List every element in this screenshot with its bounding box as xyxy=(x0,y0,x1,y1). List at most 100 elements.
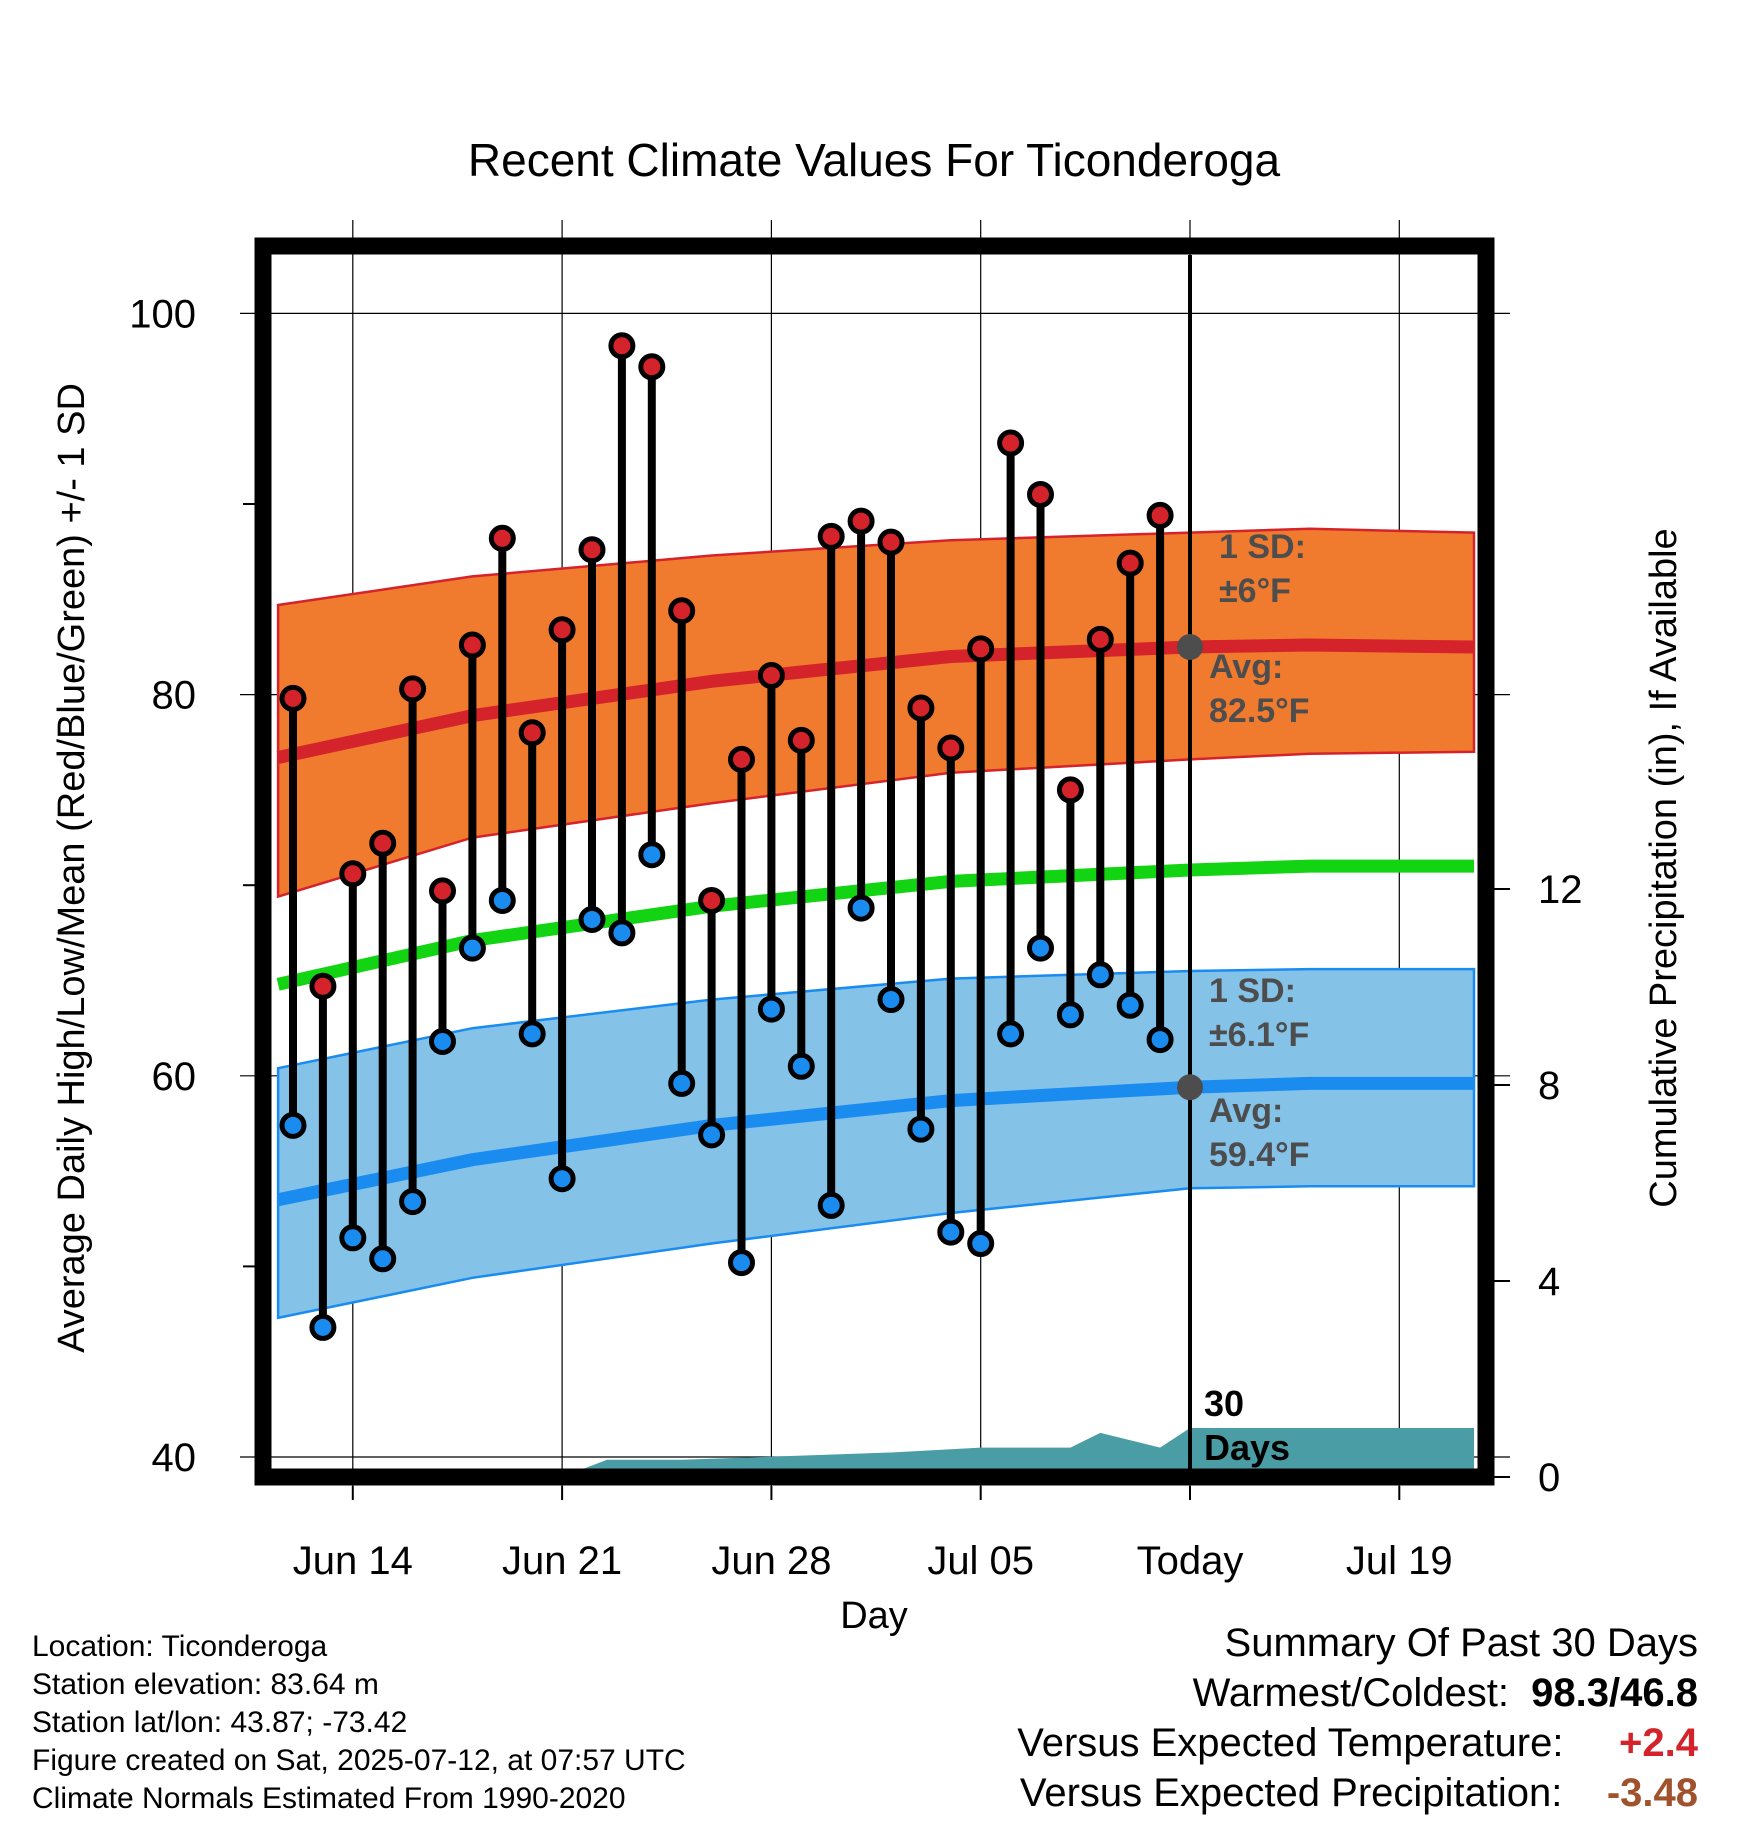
summary-temperature: Versus Expected Temperature: +2.4 xyxy=(1017,1718,1698,1768)
daily-low-point xyxy=(399,1188,427,1216)
daily-low-point xyxy=(339,1224,367,1252)
high-sd-label: 1 SD: xyxy=(1219,528,1306,566)
daily-low-point xyxy=(817,1191,845,1219)
elevation-text: Station elevation: 83.64 m xyxy=(32,1668,379,1701)
daily-high-point xyxy=(997,429,1025,457)
y2-tick-label: 8 xyxy=(1538,1064,1560,1108)
daily-high-point xyxy=(698,886,726,914)
daily-low-point xyxy=(1027,934,1054,962)
daily-low-point xyxy=(608,919,636,947)
daily-high-point xyxy=(488,524,516,552)
daily-low-point xyxy=(877,986,905,1014)
daily-low-point xyxy=(787,1052,815,1080)
today-annotations: 1 SD: ±6°F Avg: 82.5°F 1 SD: ±6.1°F Avg: 59.4°F… xyxy=(1177,255,1310,1475)
warmest-coldest-label: Warmest/Coldest: xyxy=(1192,1671,1509,1715)
y-axis-label: Average Daily High/Low/Mean (Red/Blue/Gr… xyxy=(51,383,93,1353)
x-tick-label: Jul 05 xyxy=(927,1539,1034,1583)
x-tick-label: Jul 19 xyxy=(1346,1539,1453,1583)
precip-label: Versus Expected Precipitation: xyxy=(1019,1771,1563,1815)
daily-low-point xyxy=(369,1245,397,1273)
daily-high-point xyxy=(787,726,815,754)
x-tick-label: Jun 28 xyxy=(711,1539,831,1583)
daily-high-point xyxy=(429,877,456,905)
plot-frame xyxy=(254,237,1495,1486)
daily-low-point xyxy=(1086,961,1114,989)
low-avg-label: Avg: xyxy=(1209,1092,1283,1130)
x-axis-label: Day xyxy=(840,1595,908,1637)
daily-high-point xyxy=(757,662,785,690)
daily-high-point xyxy=(937,734,965,762)
daily-bars xyxy=(289,345,1165,1328)
y-tick-label: 60 xyxy=(152,1055,197,1099)
plot-border xyxy=(254,237,1495,1486)
high-sd-value: ±6°F xyxy=(1219,572,1291,610)
daily-high-point xyxy=(608,332,636,360)
location-text: Location: Ticonderoga xyxy=(32,1630,328,1663)
normal-bands xyxy=(276,527,1476,1320)
warmest-coldest-value: 98.3/46.8 xyxy=(1531,1671,1698,1715)
x-tick-label: Jun 14 xyxy=(293,1539,413,1583)
today-avg-high-marker xyxy=(1177,633,1203,660)
normals-text: Climate Normals Estimated From 1990-2020 xyxy=(32,1782,626,1815)
daily-high-point xyxy=(877,528,905,556)
daily-low-point xyxy=(279,1111,307,1139)
daily-low-point xyxy=(967,1230,995,1258)
created-text: Figure created on Sat, 2025-07-12, at 07… xyxy=(32,1744,686,1777)
daily-low-point xyxy=(548,1165,576,1193)
daily-low-point xyxy=(668,1069,696,1097)
precip-area xyxy=(278,1428,1475,1477)
daily-high-point xyxy=(548,616,576,644)
temp-label: Versus Expected Temperature: xyxy=(1017,1721,1564,1765)
daily-high-point xyxy=(847,507,875,535)
low-avg-value: 59.4°F xyxy=(1209,1136,1310,1174)
daily-low-point xyxy=(578,906,606,934)
daily-high-point xyxy=(399,675,427,703)
daily-low-point xyxy=(1116,991,1144,1019)
days-label-word: Days xyxy=(1204,1427,1290,1468)
daily-low-point xyxy=(638,841,666,869)
daily-low-point xyxy=(429,1027,456,1055)
daily-high-point xyxy=(578,536,606,564)
daily-low-point xyxy=(458,934,486,962)
daily-high-point xyxy=(638,353,666,381)
daily-high-point xyxy=(967,635,995,663)
y2-tick-label: 4 xyxy=(1538,1260,1560,1304)
daily-low-point xyxy=(847,894,875,922)
station-info: Location: Ticonderoga Station elevation:… xyxy=(32,1628,686,1818)
daily-high-point xyxy=(369,829,397,857)
summary-title: Summary Of Past 30 Days xyxy=(1224,1621,1698,1665)
x-tick-label: Jun 21 xyxy=(502,1539,622,1583)
daily-low-point xyxy=(698,1121,726,1149)
daily-high-point xyxy=(907,694,935,722)
daily-high-point xyxy=(1116,549,1144,577)
daily-high-point xyxy=(458,631,486,659)
y-tick-label: 100 xyxy=(129,292,196,336)
daily-low-point xyxy=(937,1218,965,1246)
daily-high-point xyxy=(279,684,307,712)
summary-precipitation: Versus Expected Precipitation: -3.48 xyxy=(1017,1768,1698,1818)
daily-high-point xyxy=(1086,625,1114,653)
precip-value: -3.48 xyxy=(1606,1771,1698,1815)
chart-title: Recent Climate Values For Ticonderoga xyxy=(468,134,1281,186)
low-sd-band xyxy=(276,967,1476,1320)
avg-mean-line xyxy=(276,859,1474,991)
daily-high-point xyxy=(309,972,337,1000)
axes: Jun 14 Jun 21 Jun 28 Jul 05 Today Jul 1940608… xyxy=(129,292,1582,1583)
today-avg-low-marker xyxy=(1177,1074,1203,1101)
daily-low-point xyxy=(309,1313,337,1341)
high-avg-value: 82.5°F xyxy=(1209,692,1310,730)
high-avg-label: Avg: xyxy=(1209,648,1283,686)
daily-low-point xyxy=(907,1115,935,1143)
daily-high-point xyxy=(668,597,696,625)
temp-value: +2.4 xyxy=(1619,1721,1698,1765)
y2-axis-label: Cumulative Precipitation (in), If Availa… xyxy=(1643,528,1685,1207)
daily-low-point xyxy=(488,886,516,914)
daily-low-point xyxy=(1146,1026,1174,1054)
daily-high-point xyxy=(817,522,845,550)
high-sd-band xyxy=(276,527,1476,899)
daily-low-point xyxy=(997,1020,1025,1048)
x-tick-label: Today xyxy=(1137,1539,1244,1583)
low-sd-value: ±6.1°F xyxy=(1209,1016,1309,1054)
daily-high-point xyxy=(728,745,755,773)
